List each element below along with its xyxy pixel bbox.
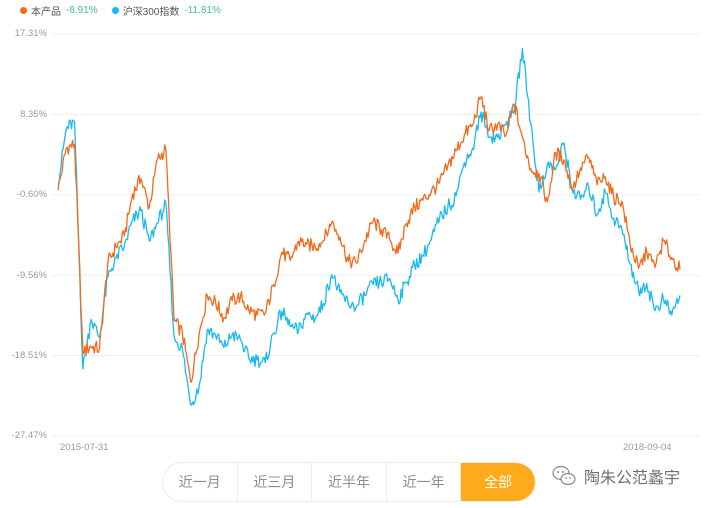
range-1-month-button[interactable]: 近一月 <box>163 463 238 501</box>
legend-item-product[interactable]: 本产品 -8.91% <box>20 3 98 18</box>
watermark-text: 陶朱公范蠡宇 <box>584 470 681 487</box>
product-series-line <box>57 96 681 384</box>
legend-value: -11.81% <box>184 4 221 16</box>
time-range-selector: 近一月 近三月 近半年 近一年 全部 <box>162 462 536 502</box>
range-6-month-button[interactable]: 近半年 <box>312 463 387 501</box>
y-tick-label: -9.56% <box>16 270 47 281</box>
csi300-series-line <box>57 47 681 406</box>
y-tick-label: 17.31% <box>14 28 47 39</box>
range-1-year-button[interactable]: 近一年 <box>387 463 462 501</box>
y-tick-label: -27.47% <box>11 430 47 441</box>
range-3-month-button[interactable]: 近三月 <box>238 463 313 501</box>
blue-dot-icon <box>111 6 119 14</box>
watermark: 陶朱公范蠡宇 <box>552 464 680 488</box>
y-tick-label: 8.35% <box>20 109 47 120</box>
legend-label: 本产品 <box>31 6 61 18</box>
y-tick-label: -18.51% <box>11 350 47 361</box>
range-all-button[interactable]: 全部 <box>461 463 535 501</box>
y-tick-label: -0.60% <box>16 189 47 200</box>
line-chart[interactable] <box>0 0 711 460</box>
legend-label: 沪深300指数 <box>122 6 180 18</box>
wechat-icon <box>552 465 576 486</box>
chart-legend: 本产品 -8.91% 沪深300指数 -11.81% <box>20 2 235 18</box>
x-tick-label-end: 2018-09-04 <box>623 442 672 453</box>
legend-value: -8.91% <box>66 4 98 16</box>
x-tick-label-start: 2015-07-31 <box>60 442 109 453</box>
legend-item-index[interactable]: 沪深300指数 -11.81% <box>111 3 221 18</box>
orange-dot-icon <box>20 6 27 14</box>
